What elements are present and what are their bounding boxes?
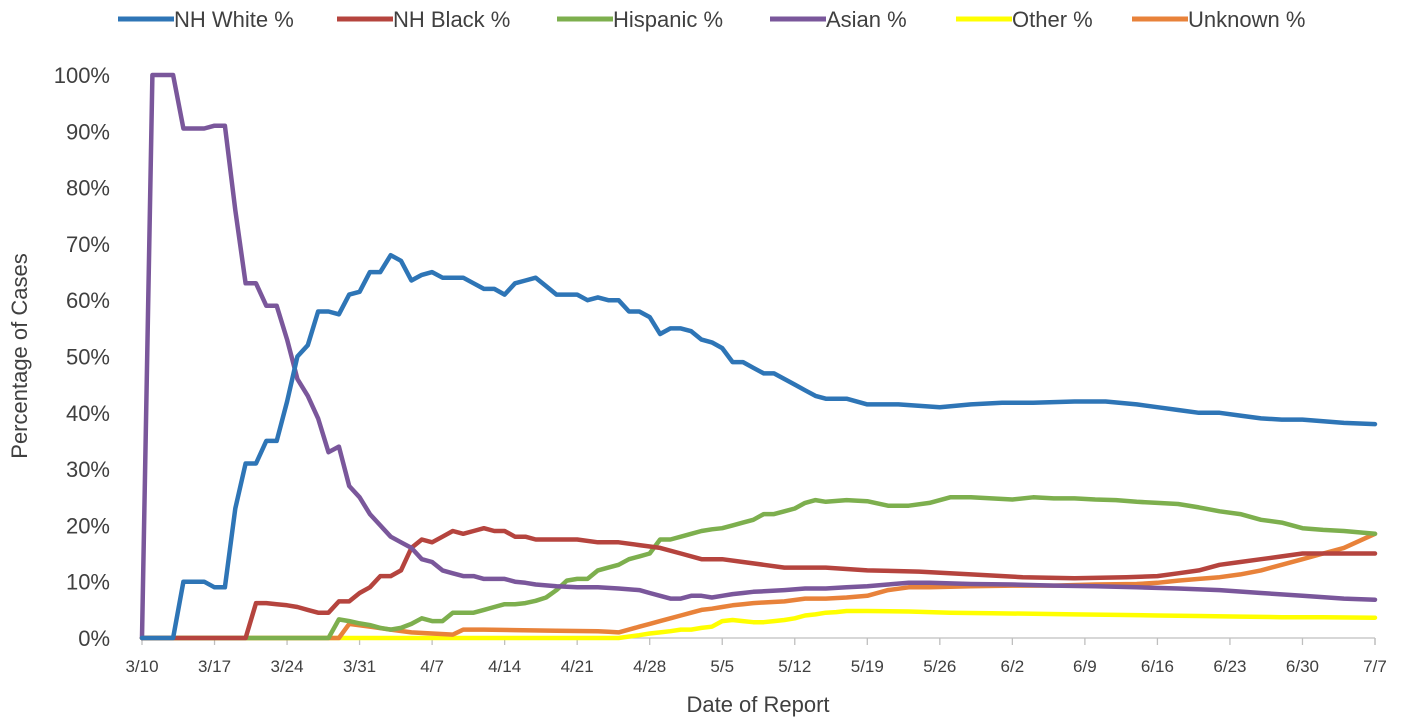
y-axis-ticks: 0% 10% 20% 30% 40% 50% 60% 70% 80% 90% 100% xyxy=(54,63,110,651)
x-axis-title: Date of Report xyxy=(686,692,829,717)
legend-label: NH Black % xyxy=(393,7,510,32)
y-axis-title: Percentage of Cases xyxy=(7,253,32,458)
y-tick-label: 0% xyxy=(78,626,110,651)
x-tick-label: 3/17 xyxy=(198,657,231,676)
y-tick-label: 40% xyxy=(66,401,110,426)
x-tick-label: 6/2 xyxy=(1001,657,1025,676)
y-tick-label: 100% xyxy=(54,63,110,88)
x-tick-label: 5/5 xyxy=(710,657,734,676)
legend-label: Asian % xyxy=(826,7,907,32)
series-line-asian xyxy=(139,72,1378,641)
x-tick-label: 4/28 xyxy=(633,657,666,676)
legend-label: Unknown % xyxy=(1188,7,1305,32)
series-line-hispanic xyxy=(139,495,1378,641)
y-tick-label: 70% xyxy=(66,232,110,257)
legend-label: Hispanic % xyxy=(613,7,723,32)
y-tick-label: 80% xyxy=(66,176,110,201)
series-line-nh-black xyxy=(139,525,1378,641)
series-line-other xyxy=(139,608,1378,641)
y-tick-label: 60% xyxy=(66,288,110,313)
x-tick-label: 6/16 xyxy=(1141,657,1174,676)
x-tick-label: 5/26 xyxy=(923,657,956,676)
legend-label: NH White % xyxy=(174,7,294,32)
series-line-nh-white xyxy=(139,252,1378,641)
series-lines xyxy=(139,72,1378,641)
x-axis: 3/10 3/17 3/24 3/31 4/7 4/14 4/21 4/28 5/5 5/12 5/… xyxy=(125,637,1387,676)
x-tick-label: 3/24 xyxy=(271,657,304,676)
chart-legend: NH White % NH Black % Hispanic % Asian % Oth… xyxy=(118,7,1305,32)
x-tick-label: 6/9 xyxy=(1073,657,1097,676)
y-tick-label: 50% xyxy=(66,345,110,370)
x-tick-label: 6/30 xyxy=(1286,657,1319,676)
x-tick-label: 4/7 xyxy=(420,657,444,676)
x-tick-label: 3/10 xyxy=(125,657,158,676)
y-tick-label: 10% xyxy=(66,570,110,595)
x-tick-label: 5/19 xyxy=(851,657,884,676)
y-tick-label: 30% xyxy=(66,457,110,482)
x-tick-label: 4/21 xyxy=(561,657,594,676)
y-tick-label: 90% xyxy=(66,119,110,144)
x-tick-label: 5/12 xyxy=(778,657,811,676)
x-tick-label: 4/14 xyxy=(488,657,521,676)
x-tick-label: 7/7 xyxy=(1363,657,1387,676)
x-tick-label: 6/23 xyxy=(1213,657,1246,676)
legend-label: Other % xyxy=(1012,7,1093,32)
y-tick-label: 20% xyxy=(66,513,110,538)
x-tick-label: 3/31 xyxy=(343,657,376,676)
series-line-unknown xyxy=(139,531,1378,641)
